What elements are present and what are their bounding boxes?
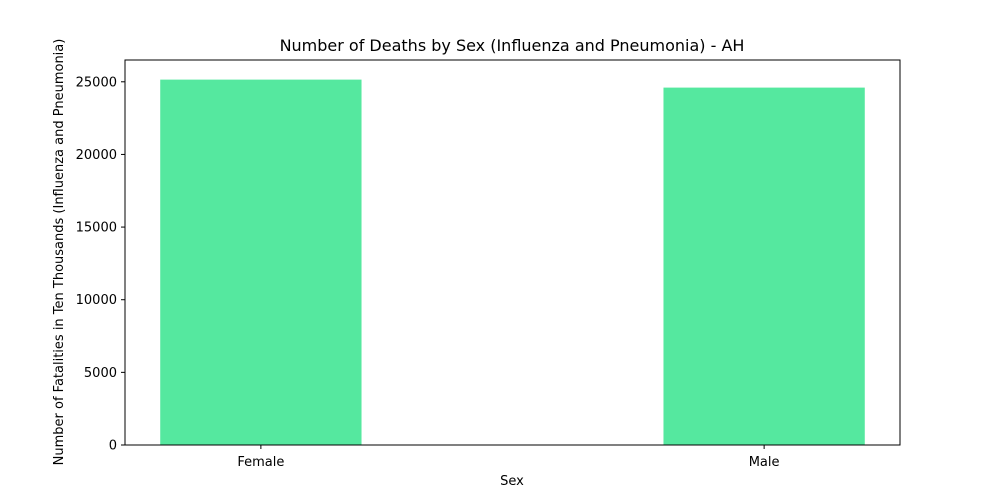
x-axis: Female Male — [237, 445, 780, 470]
y-axis: 0 5000 10000 15000 20000 25000 — [76, 75, 125, 454]
y-tick-label: 0 — [109, 439, 117, 454]
x-axis-label: Sex — [500, 474, 524, 489]
y-tick-label: 5000 — [84, 366, 117, 381]
chart-title: Number of Deaths by Sex (Influenza and P… — [280, 36, 745, 55]
y-tick-label: 15000 — [76, 221, 117, 236]
y-tick-label: 25000 — [76, 75, 117, 90]
x-tick-label: Male — [749, 455, 780, 470]
bar-male — [663, 87, 865, 446]
y-tick-label: 10000 — [76, 293, 117, 308]
bars-group — [160, 79, 865, 446]
bar-female — [160, 79, 362, 445]
y-axis-label: Number of Fatalities in Ten Thousands (I… — [52, 39, 67, 466]
y-tick-label: 20000 — [76, 148, 117, 163]
plot-frame — [124, 59, 901, 446]
x-tick-label: Female — [237, 455, 284, 470]
